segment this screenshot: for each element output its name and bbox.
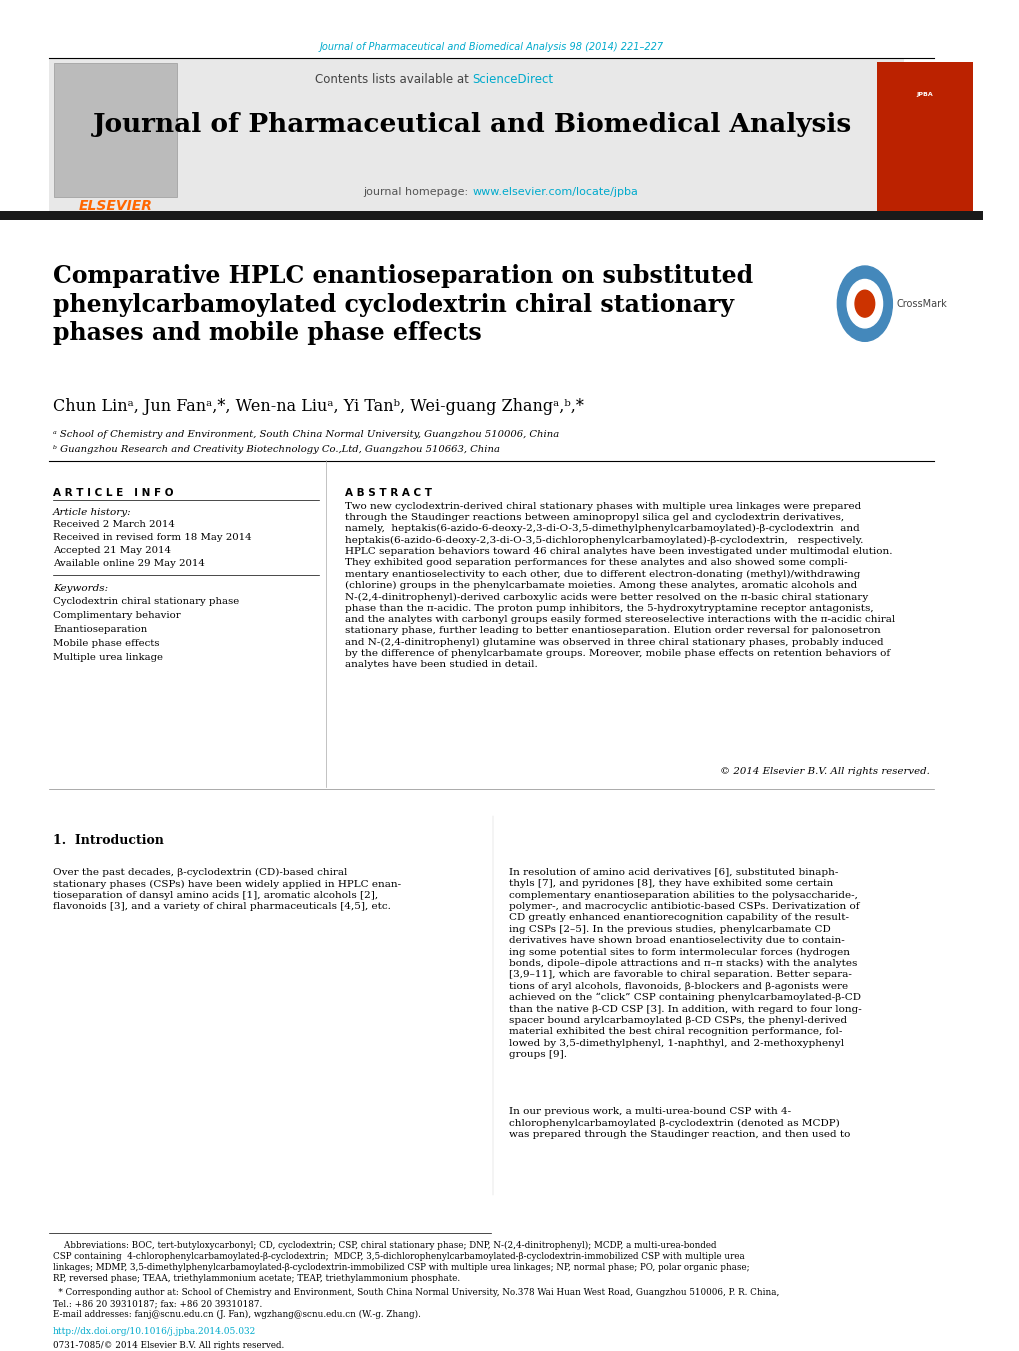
- Text: Two new cyclodextrin-derived chiral stationary phases with multiple urea linkage: Two new cyclodextrin-derived chiral stat…: [344, 501, 895, 669]
- Text: Received in revised form 18 May 2014: Received in revised form 18 May 2014: [53, 532, 252, 542]
- Text: In our previous work, a multi-urea-bound CSP with 4-
chlorophenylcarbamoylated β: In our previous work, a multi-urea-bound…: [508, 1106, 849, 1139]
- Text: In resolution of amino acid derivatives [6], substituted binaph-
thyls [7], and : In resolution of amino acid derivatives …: [508, 869, 861, 1059]
- Text: Available online 29 May 2014: Available online 29 May 2014: [53, 558, 205, 567]
- Text: Abbreviations: BOC, tert-butyloxycarbonyl; CD, cyclodextrin; CSP, chiral station: Abbreviations: BOC, tert-butyloxycarbony…: [53, 1240, 749, 1282]
- Text: Complimentary behavior: Complimentary behavior: [53, 611, 180, 620]
- Text: A R T I C L E   I N F O: A R T I C L E I N F O: [53, 488, 173, 499]
- Text: Journal of Pharmaceutical and Biomedical Analysis 98 (2014) 221–227: Journal of Pharmaceutical and Biomedical…: [319, 42, 662, 51]
- Text: 0731-7085/© 2014 Elsevier B.V. All rights reserved.: 0731-7085/© 2014 Elsevier B.V. All right…: [53, 1342, 284, 1350]
- Text: © 2014 Elsevier B.V. All rights reserved.: © 2014 Elsevier B.V. All rights reserved…: [719, 766, 929, 775]
- Text: Over the past decades, β-cyclodextrin (CD)-based chiral
stationary phases (CSPs): Over the past decades, β-cyclodextrin (C…: [53, 869, 400, 912]
- Text: Accepted 21 May 2014: Accepted 21 May 2014: [53, 546, 171, 555]
- Text: Multiple urea linkage: Multiple urea linkage: [53, 653, 163, 662]
- Circle shape: [847, 280, 881, 328]
- Circle shape: [837, 266, 892, 342]
- Text: ᵃ School of Chemistry and Environment, South China Normal University, Guangzhou : ᵃ School of Chemistry and Environment, S…: [53, 430, 558, 439]
- Text: Keywords:: Keywords:: [53, 585, 108, 593]
- Text: www.elsevier.com/locate/jpba: www.elsevier.com/locate/jpba: [472, 188, 637, 197]
- Text: * Corresponding author at: School of Chemistry and Environment, South China Norm: * Corresponding author at: School of Che…: [53, 1289, 779, 1308]
- Text: Cyclodextrin chiral stationary phase: Cyclodextrin chiral stationary phase: [53, 597, 239, 607]
- FancyBboxPatch shape: [0, 211, 982, 220]
- Text: CrossMark: CrossMark: [896, 299, 946, 308]
- Text: Chun Linᵃ, Jun Fanᵃ,*, Wen-na Liuᵃ, Yi Tanᵇ, Wei-guang Zhangᵃ,ᵇ,*: Chun Linᵃ, Jun Fanᵃ,*, Wen-na Liuᵃ, Yi T…: [53, 399, 583, 415]
- Text: ScienceDirect: ScienceDirect: [472, 73, 552, 85]
- Text: ELSEVIER: ELSEVIER: [78, 199, 153, 213]
- Text: Received 2 March 2014: Received 2 March 2014: [53, 520, 174, 528]
- Text: journal homepage:: journal homepage:: [363, 188, 472, 197]
- Text: ᵇ Guangzhou Research and Creativity Biotechnology Co.,Ltd, Guangzhou 510663, Chi: ᵇ Guangzhou Research and Creativity Biot…: [53, 444, 499, 454]
- FancyBboxPatch shape: [54, 62, 176, 197]
- Circle shape: [854, 290, 874, 317]
- Text: Article history:: Article history:: [53, 508, 131, 517]
- Text: Enantioseparation: Enantioseparation: [53, 626, 147, 634]
- FancyBboxPatch shape: [875, 62, 972, 211]
- Text: Mobile phase effects: Mobile phase effects: [53, 639, 159, 648]
- Text: Journal of Pharmaceutical and Biomedical Analysis: Journal of Pharmaceutical and Biomedical…: [93, 112, 851, 136]
- Text: A B S T R A C T: A B S T R A C T: [344, 488, 431, 499]
- FancyBboxPatch shape: [49, 58, 903, 212]
- Text: JPBA: JPBA: [915, 92, 932, 97]
- Text: Contents lists available at: Contents lists available at: [314, 73, 472, 85]
- Text: Comparative HPLC enantioseparation on substituted
phenylcarbamoylated cyclodextr: Comparative HPLC enantioseparation on su…: [53, 263, 752, 346]
- Text: E-mail addresses: fanj@scnu.edu.cn (J. Fan), wgzhang@scnu.edu.cn (W.-g. Zhang).: E-mail addresses: fanj@scnu.edu.cn (J. F…: [53, 1310, 421, 1320]
- Text: http://dx.doi.org/10.1016/j.jpba.2014.05.032: http://dx.doi.org/10.1016/j.jpba.2014.05…: [53, 1327, 256, 1336]
- Text: 1.  Introduction: 1. Introduction: [53, 835, 164, 847]
